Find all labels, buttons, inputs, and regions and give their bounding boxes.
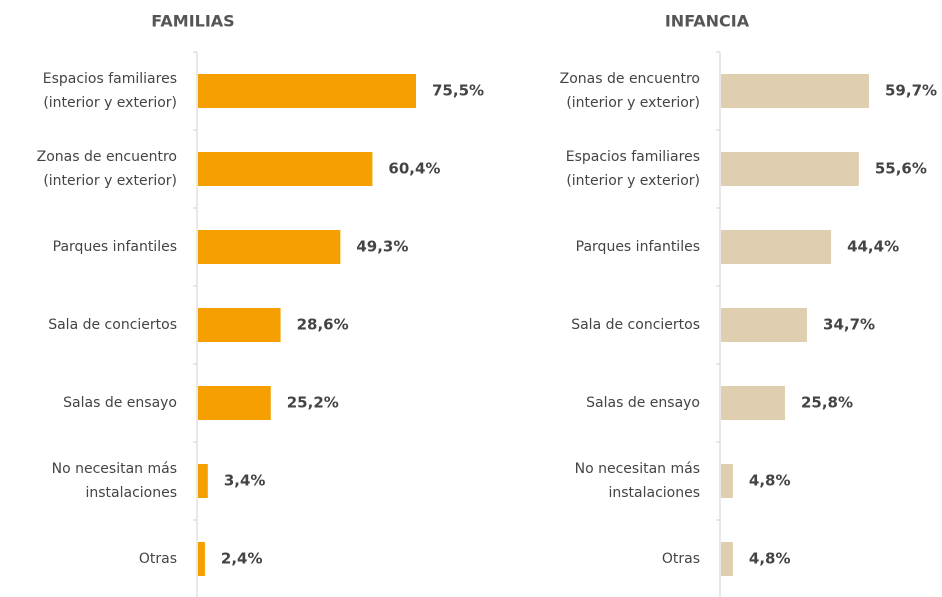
value-label: 2,4%	[221, 550, 263, 568]
bar	[198, 308, 281, 342]
category-label: Sala de conciertos	[48, 317, 177, 333]
bar	[721, 152, 859, 186]
chart-title: FAMILIAS	[151, 12, 234, 31]
category-label: No necesitan más instalaciones	[52, 461, 177, 501]
value-label: 25,2%	[287, 394, 339, 412]
value-label: 44,4%	[847, 238, 899, 256]
value-label: 59,7%	[885, 82, 937, 100]
value-label: 28,6%	[297, 316, 349, 334]
category-label: Salas de ensayo	[63, 395, 177, 411]
bar	[721, 230, 832, 264]
bar	[198, 152, 373, 186]
category-label: Zonas de encuentro (interior y exterior)	[560, 71, 700, 111]
category-label: Parques infantiles	[576, 239, 700, 255]
value-label: 75,5%	[432, 82, 484, 100]
bar	[198, 542, 205, 576]
value-label: 60,4%	[388, 160, 440, 178]
bar	[721, 308, 808, 342]
category-label: Espacios familiares (interior y exterior)	[43, 71, 177, 111]
category-label: Zonas de encuentro (interior y exterior)	[37, 149, 177, 189]
chart-title: INFANCIA	[665, 12, 750, 31]
bar	[198, 464, 208, 498]
value-label: 3,4%	[224, 472, 266, 490]
bar	[198, 386, 271, 420]
bar	[198, 74, 416, 108]
bar	[721, 542, 733, 576]
category-label: Espacios familiares (interior y exterior)	[566, 149, 700, 189]
bar	[721, 74, 869, 108]
category-label: Otras	[662, 551, 700, 567]
value-label: 25,8%	[801, 394, 853, 412]
bar	[721, 386, 785, 420]
value-label: 4,8%	[749, 550, 791, 568]
value-label: 49,3%	[356, 238, 408, 256]
value-label: 4,8%	[749, 472, 791, 490]
bar-chart: INFANCIA Zonas de encuentro (interior y ex…	[560, 12, 937, 597]
category-label: No necesitan más instalaciones	[575, 461, 700, 501]
category-label: Salas de ensayo	[586, 395, 700, 411]
category-label: Parques infantiles	[53, 239, 177, 255]
value-label: 34,7%	[823, 316, 875, 334]
bar	[721, 464, 733, 498]
bar-chart: FAMILIAS Espacios familiares (interior y e…	[37, 12, 484, 597]
category-label: Sala de conciertos	[571, 317, 700, 333]
bar	[198, 230, 341, 264]
value-label: 55,6%	[875, 160, 927, 178]
category-label: Otras	[139, 551, 177, 567]
